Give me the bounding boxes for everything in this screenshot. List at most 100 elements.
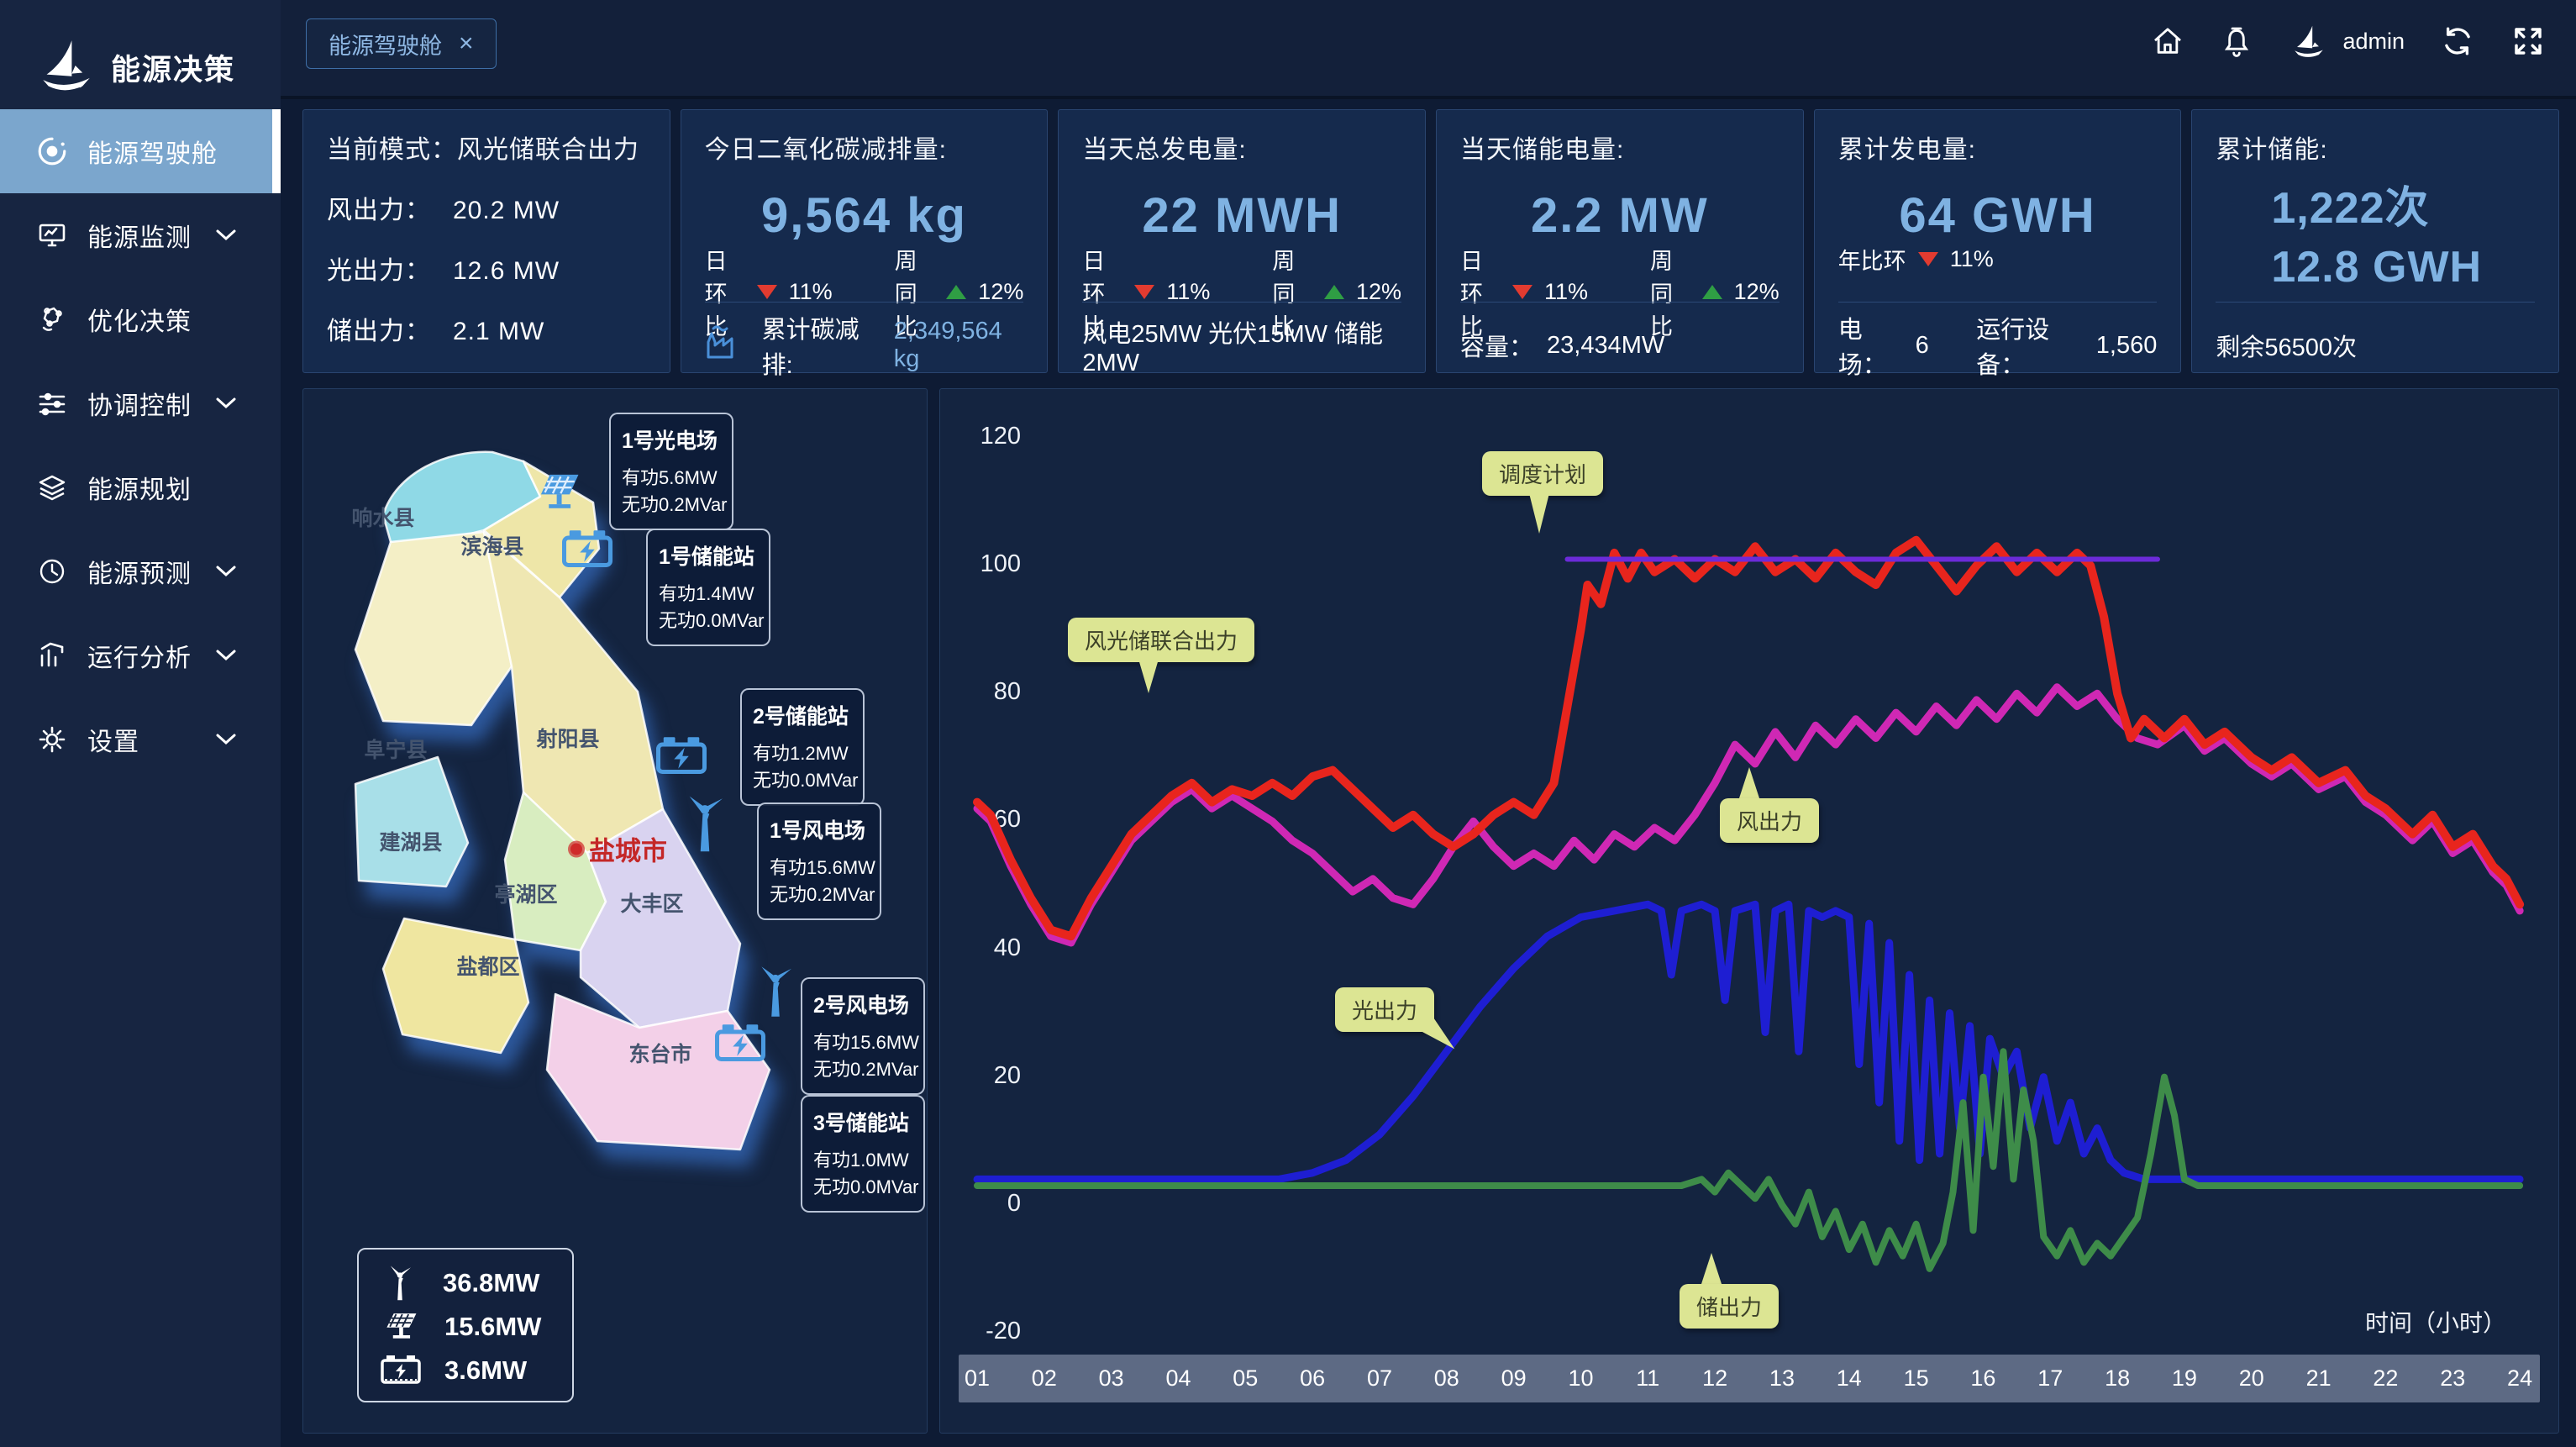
card-title: 累计发电量: — [1837, 136, 1977, 164]
card-footer: 剩余56500次 — [2216, 334, 2358, 361]
storage-output-row: 储出力： 2.1 MW — [327, 318, 545, 345]
sidebar-item-forecast[interactable]: 能源预测 — [0, 529, 281, 613]
card-title: 累计储能: — [2216, 136, 2328, 164]
trend-down-icon — [756, 285, 777, 299]
chevron-down-icon — [215, 733, 237, 750]
card-storage-today: 当天储能电量: 2.2 MW 日环比 11% 周同比 12% 容量： 23,434MW — [1436, 109, 1804, 373]
solar-panel-icon — [381, 1307, 421, 1348]
x-tick: 05 — [1233, 1365, 1259, 1391]
trend-down-icon — [1511, 285, 1532, 299]
sidebar-item-cockpit[interactable]: 能源驾驶舱 — [0, 109, 281, 193]
sidebar-item-control[interactable]: 协调控制 — [0, 361, 281, 445]
annotation-pointer — [1738, 767, 1760, 801]
x-axis: 01 02 03 04 05 06 07 08 09 10 11 12 13 14 15 16 17 18 19 20… — [959, 1355, 2540, 1402]
sidebar-item-analysis[interactable]: 运行分析 — [0, 613, 281, 697]
series-光出力 — [973, 900, 2524, 1183]
sidebar-item-label: 运行分析 — [87, 645, 192, 672]
home-icon[interactable] — [2151, 24, 2184, 58]
user-avatar-sail-icon[interactable] — [2289, 24, 2329, 59]
sidebar-item-label: 设置 — [87, 729, 139, 756]
year-ratio-stat: 年比环 11% — [1837, 246, 1994, 274]
output-trend-chart: 120 100 80 60 40 20 0 -20 调度计划 风光储联合出力 风出力 光出力 … — [939, 388, 2559, 1434]
wind-turbine-icon — [381, 1260, 419, 1308]
sidebar-item-optimization[interactable]: 优化决策 — [0, 277, 281, 361]
chevron-down-icon — [215, 565, 237, 582]
co2-value: 9,564 kg — [761, 188, 967, 243]
chevron-down-icon — [215, 229, 237, 246]
y-tick: 20 — [993, 1061, 1021, 1089]
bell-icon[interactable] — [2220, 24, 2253, 58]
legend-battery: 3.6MW — [381, 1349, 572, 1392]
y-axis: 120 100 80 60 40 20 0 -20 — [945, 389, 1021, 1433]
cockpit-icon — [35, 134, 69, 168]
sidebar: 能源决策 能源驾驶舱 能源监测 优化决策 协调控制 — [0, 0, 281, 1447]
y-tick: 0 — [1007, 1189, 1021, 1217]
bar-chart-icon — [35, 639, 69, 672]
username[interactable]: admin — [2342, 28, 2405, 54]
x-tick: 16 — [1970, 1365, 1996, 1391]
sidebar-item-settings[interactable]: 设置 — [0, 697, 281, 781]
county-label: 建湖县 — [379, 831, 443, 855]
station-callout: 3号储能站 有功1.0MW 无功0.0MVar — [801, 1095, 925, 1213]
series-风光储联合出力 — [973, 535, 2525, 941]
layers-icon — [35, 471, 69, 504]
annotation-dispatch-plan: 调度计划 — [1482, 451, 1604, 496]
x-tick: 04 — [1165, 1365, 1191, 1391]
county-label: 盐都区 — [456, 955, 520, 979]
x-axis-title: 时间（小时） — [2364, 1310, 2506, 1336]
storage-total-value: 1,222次 12.8 GWH — [2271, 184, 2483, 292]
card-footer: 风电25MW 光伏15MW 储能2MW — [1082, 320, 1384, 376]
county-label: 大丰区 — [620, 892, 684, 916]
generation-value: 22 MWH — [1142, 188, 1342, 243]
annotation-pointer — [1138, 656, 1159, 693]
topbar-actions: admin — [2151, 24, 2546, 59]
x-tick: 18 — [2105, 1365, 2131, 1391]
card-generation-today: 当天总发电量: 22 MWH 日环比 11% 周同比 12% 风电25MW 光伏15… — [1058, 109, 1427, 376]
tab-close-icon[interactable]: × — [459, 29, 474, 57]
x-tick: 11 — [1636, 1365, 1660, 1391]
map-legend: 36.8MW 15.6MW 3.6MW — [357, 1248, 574, 1402]
x-tick: 08 — [1433, 1365, 1459, 1391]
sidebar-item-label: 能源驾驶舱 — [87, 140, 218, 168]
monitor-icon — [35, 218, 69, 252]
tab-energy-cockpit[interactable]: 能源驾驶舱 × — [306, 18, 497, 69]
card-current-mode: 当前模式：风光储联合出力 风出力： 20.2 MW 光出力： 12.6 MW 储出力… — [302, 109, 670, 373]
x-tick: 01 — [964, 1365, 991, 1391]
brand: 能源决策 — [0, 0, 281, 106]
annotation-pointer — [1701, 1253, 1722, 1287]
topbar: 能源驾驶舱 × admin — [281, 0, 2576, 99]
map-panel: 响水县 滨海县 阜宁县 射阳县 建湖县 亭湖区 盐都区 大丰区 东台市 盐城市 … — [302, 388, 928, 1434]
station-callout: 1号储能站 有功1.4MW 无功0.0MVar — [646, 529, 770, 646]
sidebar-menu: 能源驾驶舱 能源监测 优化决策 协调控制 能源规划 能 — [0, 109, 281, 781]
city-dot-icon — [570, 843, 582, 855]
x-tick: 20 — [2238, 1365, 2264, 1391]
y-tick: 100 — [980, 550, 1021, 578]
sliders-icon — [35, 387, 69, 420]
series-风出力 — [973, 683, 2524, 947]
county-label: 阜宁县 — [364, 739, 428, 762]
x-tick: 07 — [1366, 1365, 1392, 1391]
station-callout: 2号储能站 有功1.2MW 无功0.0MVar — [740, 688, 865, 806]
wind-turbine-icon — [678, 786, 732, 860]
x-tick: 22 — [2373, 1365, 2399, 1391]
annotation-solar-output: 光出力 — [1335, 987, 1435, 1032]
sidebar-item-planning[interactable]: 能源规划 — [0, 445, 281, 529]
x-tick: 21 — [2305, 1365, 2332, 1391]
wind-output-row: 风出力： 20.2 MW — [327, 197, 560, 224]
county-label: 亭湖区 — [494, 883, 558, 907]
x-tick: 02 — [1031, 1365, 1057, 1391]
x-tick: 12 — [1702, 1365, 1728, 1391]
week-ratio-stat: 周同比 12% — [1272, 249, 1402, 339]
fullscreen-icon[interactable] — [2510, 24, 2546, 59]
x-tick: 14 — [1836, 1365, 1862, 1391]
refresh-icon[interactable] — [2440, 24, 2475, 59]
x-tick: 13 — [1769, 1365, 1795, 1391]
sidebar-item-monitoring[interactable]: 能源监测 — [0, 193, 281, 277]
chevron-down-icon — [215, 397, 237, 414]
card-footer: 电场： 6 运行设备： 1,560 — [1837, 317, 2158, 379]
legend-wind: 36.8MW — [381, 1261, 572, 1305]
sidebar-item-label: 能源预测 — [87, 560, 192, 588]
brand-title: 能源决策 — [111, 53, 236, 87]
city-name: 盐城市 — [589, 836, 667, 866]
y-tick: 80 — [993, 678, 1021, 706]
